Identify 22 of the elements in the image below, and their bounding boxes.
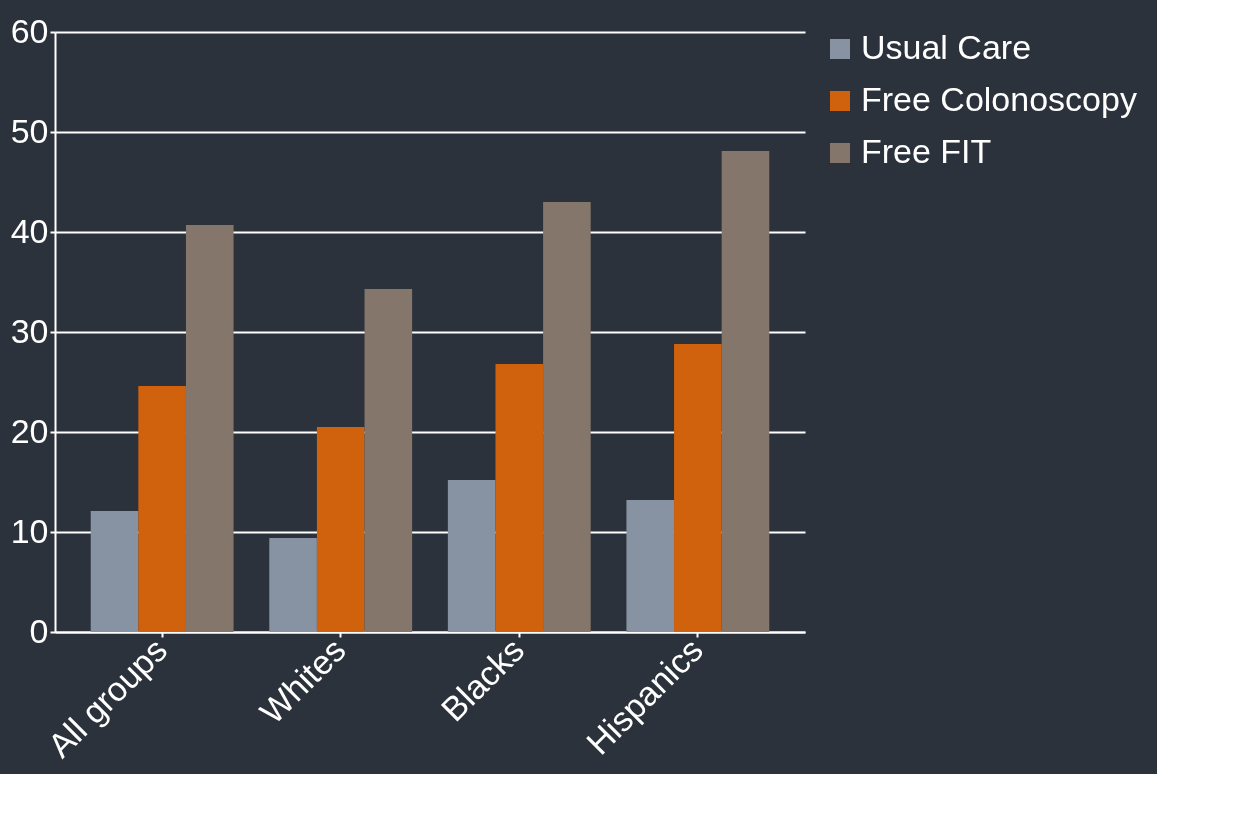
y-tick-label: 40 <box>10 211 49 250</box>
legend-label: Free FIT <box>861 132 992 170</box>
y-tick-label: 60 <box>10 11 49 50</box>
y-tick-label: 0 <box>29 611 49 650</box>
bar <box>674 344 722 632</box>
y-tick-label: 10 <box>10 511 49 550</box>
legend-label: Usual Care <box>861 28 1032 66</box>
bar <box>626 500 675 632</box>
bar <box>185 225 234 632</box>
bar <box>90 511 139 632</box>
bar <box>543 202 591 632</box>
y-tick-label: 20 <box>10 411 49 450</box>
bar <box>447 480 496 632</box>
bar <box>721 151 770 632</box>
y-tick-label: 30 <box>10 311 49 350</box>
legend-label: Free Colonoscopy <box>861 80 1137 118</box>
bar <box>269 538 317 632</box>
bar <box>138 386 186 632</box>
bar <box>495 364 544 632</box>
bar <box>364 289 413 632</box>
bar <box>316 427 365 632</box>
y-tick-label: 50 <box>10 111 49 150</box>
